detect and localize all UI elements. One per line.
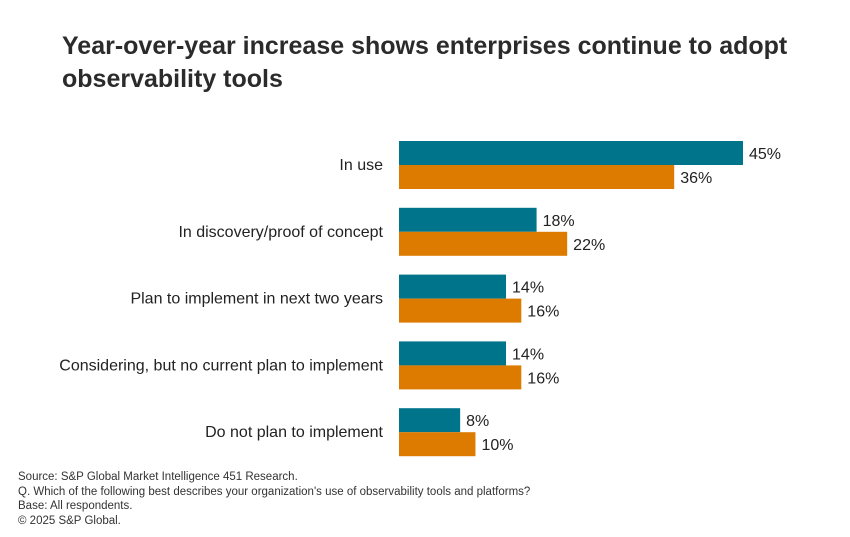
data-label: 22% [573, 237, 605, 254]
bar [399, 274, 507, 299]
data-label: 14% [512, 280, 544, 297]
category-label: Do not plan to implement [205, 424, 383, 441]
bar [399, 432, 476, 457]
category-label: Plan to implement in next two years [130, 291, 383, 308]
data-label: 45% [749, 146, 781, 163]
data-label: 8% [466, 413, 489, 430]
data-label: 16% [527, 370, 559, 387]
source-note: Source: S&P Global Market Intelligence 4… [18, 471, 298, 483]
data-label: 36% [680, 170, 712, 187]
data-label: 18% [543, 213, 575, 230]
data-label: 10% [481, 437, 513, 454]
bar [399, 231, 568, 256]
bar [399, 207, 537, 232]
bar [399, 165, 675, 189]
bar [399, 341, 507, 366]
chart-footer: Source: S&P Global Market Intelligence 4… [18, 470, 530, 528]
base-note: Base: All respondents. [18, 500, 133, 512]
category-label: Considering, but no current plan to impl… [59, 357, 383, 374]
bar [399, 141, 743, 165]
data-label: 14% [512, 346, 544, 363]
chart-title: Year-over-year increase shows enterprise… [62, 32, 788, 93]
bar [399, 298, 522, 323]
data-label: 16% [527, 304, 559, 321]
category-label: In use [339, 157, 383, 174]
question-note: Q. Which of the following best describes… [18, 485, 531, 498]
bar [399, 408, 461, 433]
bar [399, 365, 522, 390]
copyright-note: © 2025 S&P Global. [18, 514, 121, 527]
category-label: In discovery/proof of concept [178, 224, 383, 241]
